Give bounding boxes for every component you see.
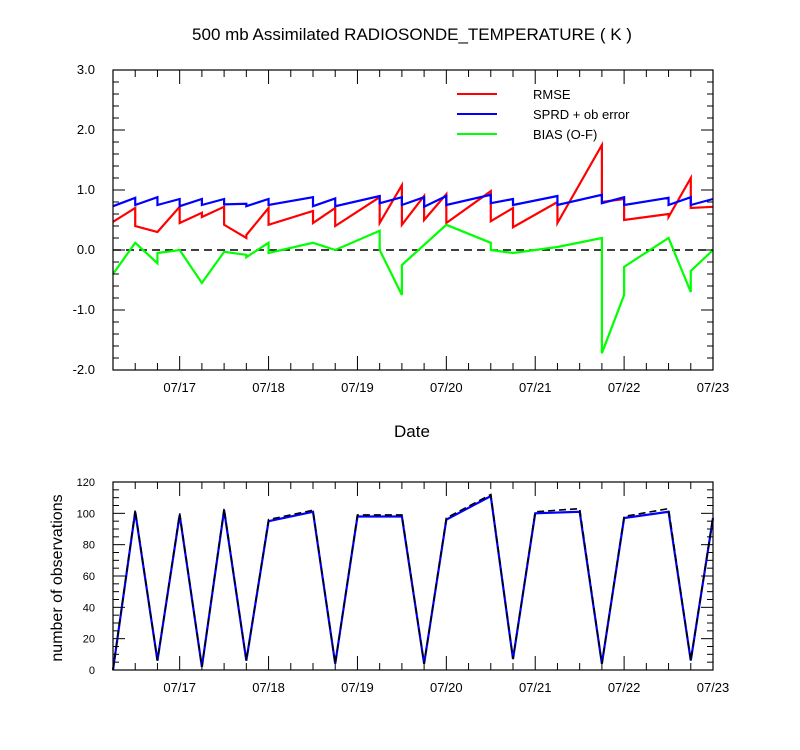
y-tick-label: -2.0 <box>73 362 95 377</box>
bias-o-f-line <box>112 223 714 354</box>
y-tick-label: 0 <box>89 665 95 677</box>
y-tick-label: 100 <box>77 508 95 520</box>
bottom-axes-group: 07/17 07/18 07/19 07/20 07/21 07/22 07/23 120 10… <box>77 477 730 695</box>
x-tick-label: 07/20 <box>430 380 463 395</box>
x-tick-label: 07/18 <box>252 680 285 695</box>
x-tick-label: 07/19 <box>341 680 374 695</box>
y-tick-label: 20 <box>83 634 95 646</box>
x-tick-label: 07/22 <box>608 680 641 695</box>
y-tick-label: -1.0 <box>73 302 95 317</box>
x-tick-label: 07/23 <box>697 380 730 395</box>
y-tick-label: 0.0 <box>77 242 95 257</box>
legend-label: RMSE <box>533 87 571 102</box>
x-tick-label: 07/23 <box>697 680 730 695</box>
y-tick-label: 120 <box>77 477 95 489</box>
y-tick-label: 80 <box>83 540 95 552</box>
legend-label: SPRD + ob error <box>533 107 630 122</box>
y-tick-label: 2.0 <box>77 122 95 137</box>
x-tick-label: 07/19 <box>341 380 374 395</box>
plot-frame <box>112 69 714 371</box>
x-tick-label: 07/21 <box>519 380 552 395</box>
y-tick-label: 60 <box>83 571 95 583</box>
rmse-line <box>112 140 714 240</box>
plot-frame <box>112 481 714 671</box>
y-axis-label-observations: number of observations <box>49 494 66 661</box>
y-tick-label: 40 <box>83 602 95 614</box>
x-tick-label: 07/21 <box>519 680 552 695</box>
legend: RMSE SPRD + ob error BIAS (O-F) <box>457 87 630 142</box>
x-tick-label: 07/17 <box>163 680 196 695</box>
y-tick-label: 1.0 <box>77 182 95 197</box>
bottom-series-group <box>111 493 715 671</box>
x-axis-label: Date <box>394 422 430 441</box>
y-tick-label: 3.0 <box>77 62 95 77</box>
legend-label: BIAS (O-F) <box>533 127 597 142</box>
x-tick-label: 07/20 <box>430 680 463 695</box>
rmse-spread-bias-panel: 07/17 07/18 07/19 07/20 07/21 07/22 07/23 3.0 2.… <box>73 62 730 395</box>
sprd-ob-error-line <box>112 193 714 209</box>
series-1-line <box>112 493 714 671</box>
x-tick-label: 07/18 <box>252 380 285 395</box>
x-tick-label: 07/17 <box>163 380 196 395</box>
x-tick-label: 07/22 <box>608 380 641 395</box>
chart-title: 500 mb Assimilated RADIOSONDE_TEMPERATUR… <box>192 25 632 44</box>
top-series-group <box>112 140 714 354</box>
top-axes-group: 07/17 07/18 07/19 07/20 07/21 07/22 07/23 3.0 2.… <box>73 62 730 395</box>
observation-count-panel: 07/17 07/18 07/19 07/20 07/21 07/22 07/23 120 10… <box>77 477 730 695</box>
